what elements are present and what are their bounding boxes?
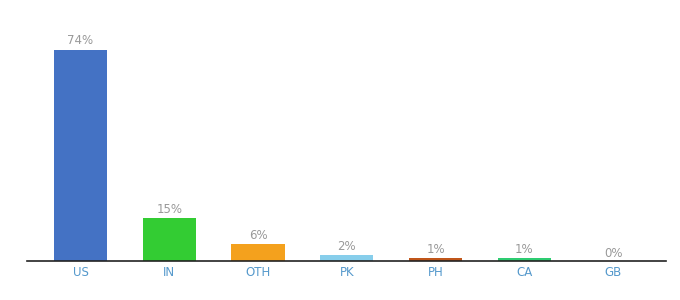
Bar <box>498 258 551 261</box>
Text: 15%: 15% <box>156 203 182 216</box>
Text: 1%: 1% <box>515 243 534 256</box>
Text: 6%: 6% <box>249 229 267 242</box>
Bar <box>143 218 196 261</box>
Text: 0%: 0% <box>604 247 622 260</box>
Text: 2%: 2% <box>337 240 356 253</box>
Text: 74%: 74% <box>67 34 94 47</box>
Text: 1%: 1% <box>426 243 445 256</box>
Bar <box>320 255 373 261</box>
Bar <box>409 258 462 261</box>
Bar <box>54 50 107 261</box>
Bar <box>231 244 285 261</box>
